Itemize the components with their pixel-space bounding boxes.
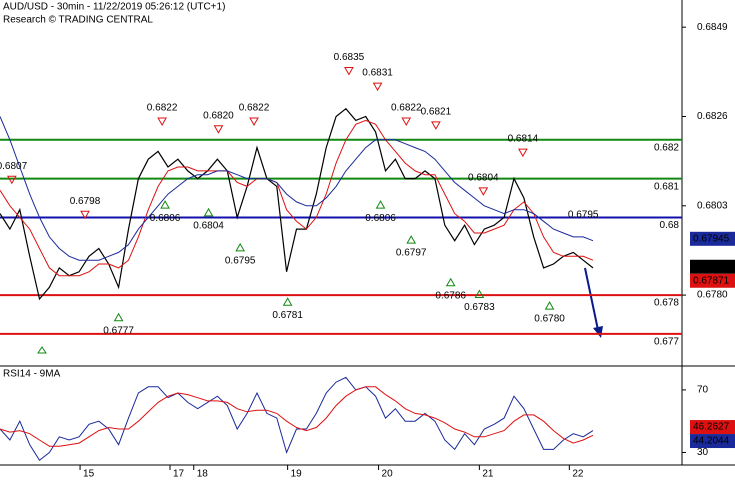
high-marker	[249, 117, 259, 127]
low-label: 0.6781	[272, 310, 303, 321]
rsi-box	[690, 420, 735, 435]
high-marker	[401, 117, 412, 127]
low-marker	[203, 207, 214, 217]
y-tick-label: 0.6803	[697, 200, 728, 211]
high-marker	[157, 117, 167, 127]
low-label: 0.6780	[534, 314, 565, 325]
high-label: 0.6821	[421, 107, 452, 118]
high-label: 0.6822	[147, 103, 178, 114]
low-label: 0.6795	[225, 256, 256, 267]
chart-title: AUD/USD - 30min - 11/22/2019 05:26:12 (U…	[3, 2, 225, 13]
level-label: 0.68	[660, 220, 680, 231]
price-box-label: 0.67873	[693, 261, 730, 272]
high-label: 0.6822	[391, 103, 422, 114]
rsi-title: RSI14 - 9MA	[3, 369, 61, 380]
low-marker	[406, 235, 417, 244]
price-box-label: 0.67945	[693, 233, 730, 244]
rsi-ma-line	[0, 386, 594, 447]
low-marker	[235, 242, 246, 252]
high-marker	[431, 121, 441, 130]
moving-average	[0, 116, 594, 261]
price-box	[690, 259, 735, 274]
low-marker	[113, 312, 124, 322]
x-tick-label: 21	[482, 469, 494, 480]
low-label: 0.6804	[193, 221, 224, 232]
high-marker	[6, 175, 17, 185]
low-label: 0.6797	[396, 248, 427, 259]
low-label: 0.6783	[464, 302, 495, 313]
high-marker	[478, 187, 489, 196]
low-marker	[375, 200, 386, 209]
high-marker	[213, 125, 224, 134]
low-label: 0.6777	[103, 325, 134, 336]
note-label: 0.6795	[568, 210, 599, 221]
high-label: 0.6820	[203, 110, 234, 121]
high-label: 0.6822	[239, 103, 270, 114]
low-marker	[160, 200, 170, 209]
high-label: 0.6798	[70, 196, 101, 207]
high-label: 0.6804	[468, 173, 499, 184]
low-marker	[445, 277, 456, 287]
rsi-tick-label: 30	[697, 447, 709, 458]
x-tick-label: 19	[291, 469, 303, 480]
low-marker	[282, 297, 293, 306]
x-tick-label: 22	[572, 469, 584, 480]
price-box	[690, 231, 735, 246]
level-label: 0.678	[654, 298, 679, 309]
high-marker	[344, 67, 354, 76]
price-box-label: 0.67871	[693, 275, 730, 286]
low-marker	[37, 346, 47, 354]
y-tick-label: 0.6849	[697, 22, 728, 33]
price-line	[0, 107, 594, 301]
rsi-tick-label: 70	[697, 385, 709, 396]
x-tick-label: 15	[83, 469, 95, 480]
y-tick-label: 0.6826	[697, 111, 728, 122]
level-label: 0.682	[654, 142, 679, 153]
high-marker	[518, 148, 528, 158]
rsi-box-label: 44.2044	[693, 436, 730, 447]
rsi-line	[0, 376, 594, 462]
y-tick-label: 0.6780	[697, 290, 728, 301]
low-marker	[474, 289, 485, 298]
low-label: 0.6806	[365, 213, 396, 224]
forecast-arrowhead	[593, 326, 603, 338]
level-label: 0.677	[654, 337, 679, 348]
chart-subtitle: Research © TRADING CENTRAL	[3, 15, 153, 26]
price-box	[690, 273, 735, 288]
x-tick-label: 20	[382, 469, 394, 480]
high-marker	[80, 210, 90, 220]
forecast-arrow	[584, 267, 599, 331]
high-label: 0.6814	[508, 134, 539, 145]
high-label: 0.6835	[334, 52, 365, 63]
rsi-box-label: 46.2627	[693, 422, 730, 433]
rsi-box	[690, 434, 735, 449]
high-marker	[372, 82, 383, 92]
level-label: 0.681	[654, 181, 679, 192]
high-label: 0.6807	[0, 161, 28, 172]
x-tick-label: 17	[173, 469, 185, 480]
moving-average	[0, 119, 594, 277]
low-marker	[544, 301, 555, 310]
low-label: 0.6806	[150, 213, 181, 224]
x-tick-label: 18	[197, 469, 209, 480]
low-label: 0.6786	[435, 290, 466, 301]
high-label: 0.6831	[362, 68, 393, 79]
